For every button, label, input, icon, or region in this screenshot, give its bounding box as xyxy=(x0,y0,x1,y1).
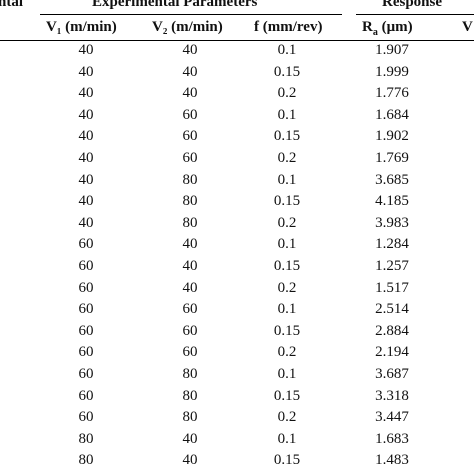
col-header-v1: V₁ (m/min) xyxy=(46,19,117,35)
cell-f: 0.2 xyxy=(277,409,297,426)
cell-v2: 40 xyxy=(182,42,198,58)
cell-f: 0.15 xyxy=(273,452,301,469)
cell-v2: 80 xyxy=(182,409,198,426)
cell-ra: 4.185 xyxy=(375,193,409,210)
cell-ra: 1.907 xyxy=(375,42,409,58)
cell-ra: 3.687 xyxy=(375,366,409,382)
cell-v1: 40 xyxy=(78,85,94,102)
cell-v1: 40 xyxy=(78,193,94,210)
col-header-ra-sub: a xyxy=(372,27,378,38)
cell-v2: 80 xyxy=(182,171,198,188)
cell-f: 0.1 xyxy=(277,106,297,123)
cell-v2: 60 xyxy=(182,301,198,318)
cell-ra: 1.769 xyxy=(375,150,409,166)
cell-v1: 60 xyxy=(78,409,94,426)
cell-v2: 40 xyxy=(182,258,198,274)
cell-v1: 80 xyxy=(78,452,94,469)
cell-v1: 60 xyxy=(78,236,94,253)
cell-f: 0.1 xyxy=(277,171,297,188)
cell-f: 0.15 xyxy=(273,387,301,404)
cell-v1: 40 xyxy=(78,214,94,231)
cell-f: 0.1 xyxy=(277,366,297,382)
col-header-f: f (mm/rev) xyxy=(254,19,323,35)
cell-v2: 60 xyxy=(182,150,198,166)
cell-v2: 80 xyxy=(182,193,198,210)
group-rule-response xyxy=(356,14,474,15)
cell-v1: 60 xyxy=(78,322,94,339)
cell-v1: 40 xyxy=(78,171,94,188)
col-header-v2: V₂ (m/min) xyxy=(152,19,223,35)
cell-ra: 2.514 xyxy=(375,301,409,318)
cell-v2: 80 xyxy=(182,387,198,404)
cell-ra: 1.483 xyxy=(375,452,409,469)
cell-v2: 80 xyxy=(182,366,198,382)
cell-v2: 60 xyxy=(182,322,198,339)
col-header-ra: Ra (μm) xyxy=(362,19,413,38)
cell-v2: 40 xyxy=(182,85,198,102)
cell-v1: 40 xyxy=(78,42,94,58)
col-header-cut: V xyxy=(462,19,473,35)
cell-f: 0.1 xyxy=(277,301,297,318)
cell-ra: 1.684 xyxy=(375,106,409,123)
cell-v2: 40 xyxy=(182,452,198,469)
cell-f: 0.2 xyxy=(277,85,297,102)
cell-v1: 60 xyxy=(78,344,94,361)
cell-v1: 60 xyxy=(78,258,94,274)
cell-ra: 1.683 xyxy=(375,430,409,447)
cell-ra: 1.902 xyxy=(375,128,409,145)
cell-ra: 3.447 xyxy=(375,409,409,426)
cell-ra: 1.284 xyxy=(375,236,409,253)
cell-f: 0.1 xyxy=(277,42,297,58)
cell-f: 0.15 xyxy=(273,193,301,210)
cell-v2: 60 xyxy=(182,106,198,123)
cell-f: 0.15 xyxy=(273,63,301,80)
group-rule-experimental xyxy=(40,14,342,15)
cell-v2: 60 xyxy=(182,344,198,361)
cell-v2: 40 xyxy=(182,63,198,80)
cell-ra: 2.194 xyxy=(375,344,409,361)
cell-v1: 60 xyxy=(78,387,94,404)
cell-f: 0.15 xyxy=(273,258,301,274)
cell-f: 0.2 xyxy=(277,214,297,231)
cell-v1: 60 xyxy=(78,366,94,382)
cell-ra: 3.685 xyxy=(375,171,409,188)
cell-ra: 3.983 xyxy=(375,214,409,231)
cell-v1: 40 xyxy=(78,150,94,166)
cell-ra: 1.257 xyxy=(375,258,409,274)
cell-f: 0.15 xyxy=(273,322,301,339)
cell-v2: 40 xyxy=(182,236,198,253)
cell-v2: 40 xyxy=(182,279,198,296)
cell-ra: 1.999 xyxy=(375,63,409,80)
cell-v1: 40 xyxy=(78,106,94,123)
cell-v2: 60 xyxy=(182,128,198,145)
header-left-fragment: ntal xyxy=(0,0,24,10)
cell-ra: 2.884 xyxy=(375,322,409,339)
cell-f: 0.2 xyxy=(277,150,297,166)
cell-ra: 1.517 xyxy=(375,279,409,296)
header-experimental-parameters: Experimental Parameters xyxy=(92,0,258,10)
cell-v2: 40 xyxy=(182,430,198,447)
cell-v1: 80 xyxy=(78,430,94,447)
cell-f: 0.1 xyxy=(277,430,297,447)
cell-v2: 80 xyxy=(182,214,198,231)
cell-f: 0.15 xyxy=(273,128,301,145)
col-header-ra-unit: (μm) xyxy=(377,19,413,35)
cell-v1: 60 xyxy=(78,279,94,296)
cell-v1: 60 xyxy=(78,301,94,318)
cell-f: 0.1 xyxy=(277,236,297,253)
cell-ra: 1.776 xyxy=(375,85,409,102)
cell-f: 0.2 xyxy=(277,344,297,361)
cell-f: 0.2 xyxy=(277,279,297,296)
header-response: Response xyxy=(382,0,443,10)
cell-v1: 40 xyxy=(78,128,94,145)
cell-ra: 3.318 xyxy=(375,387,409,404)
cell-v1: 40 xyxy=(78,63,94,80)
col-header-ra-main: R xyxy=(362,19,373,35)
header-rule xyxy=(0,40,474,41)
